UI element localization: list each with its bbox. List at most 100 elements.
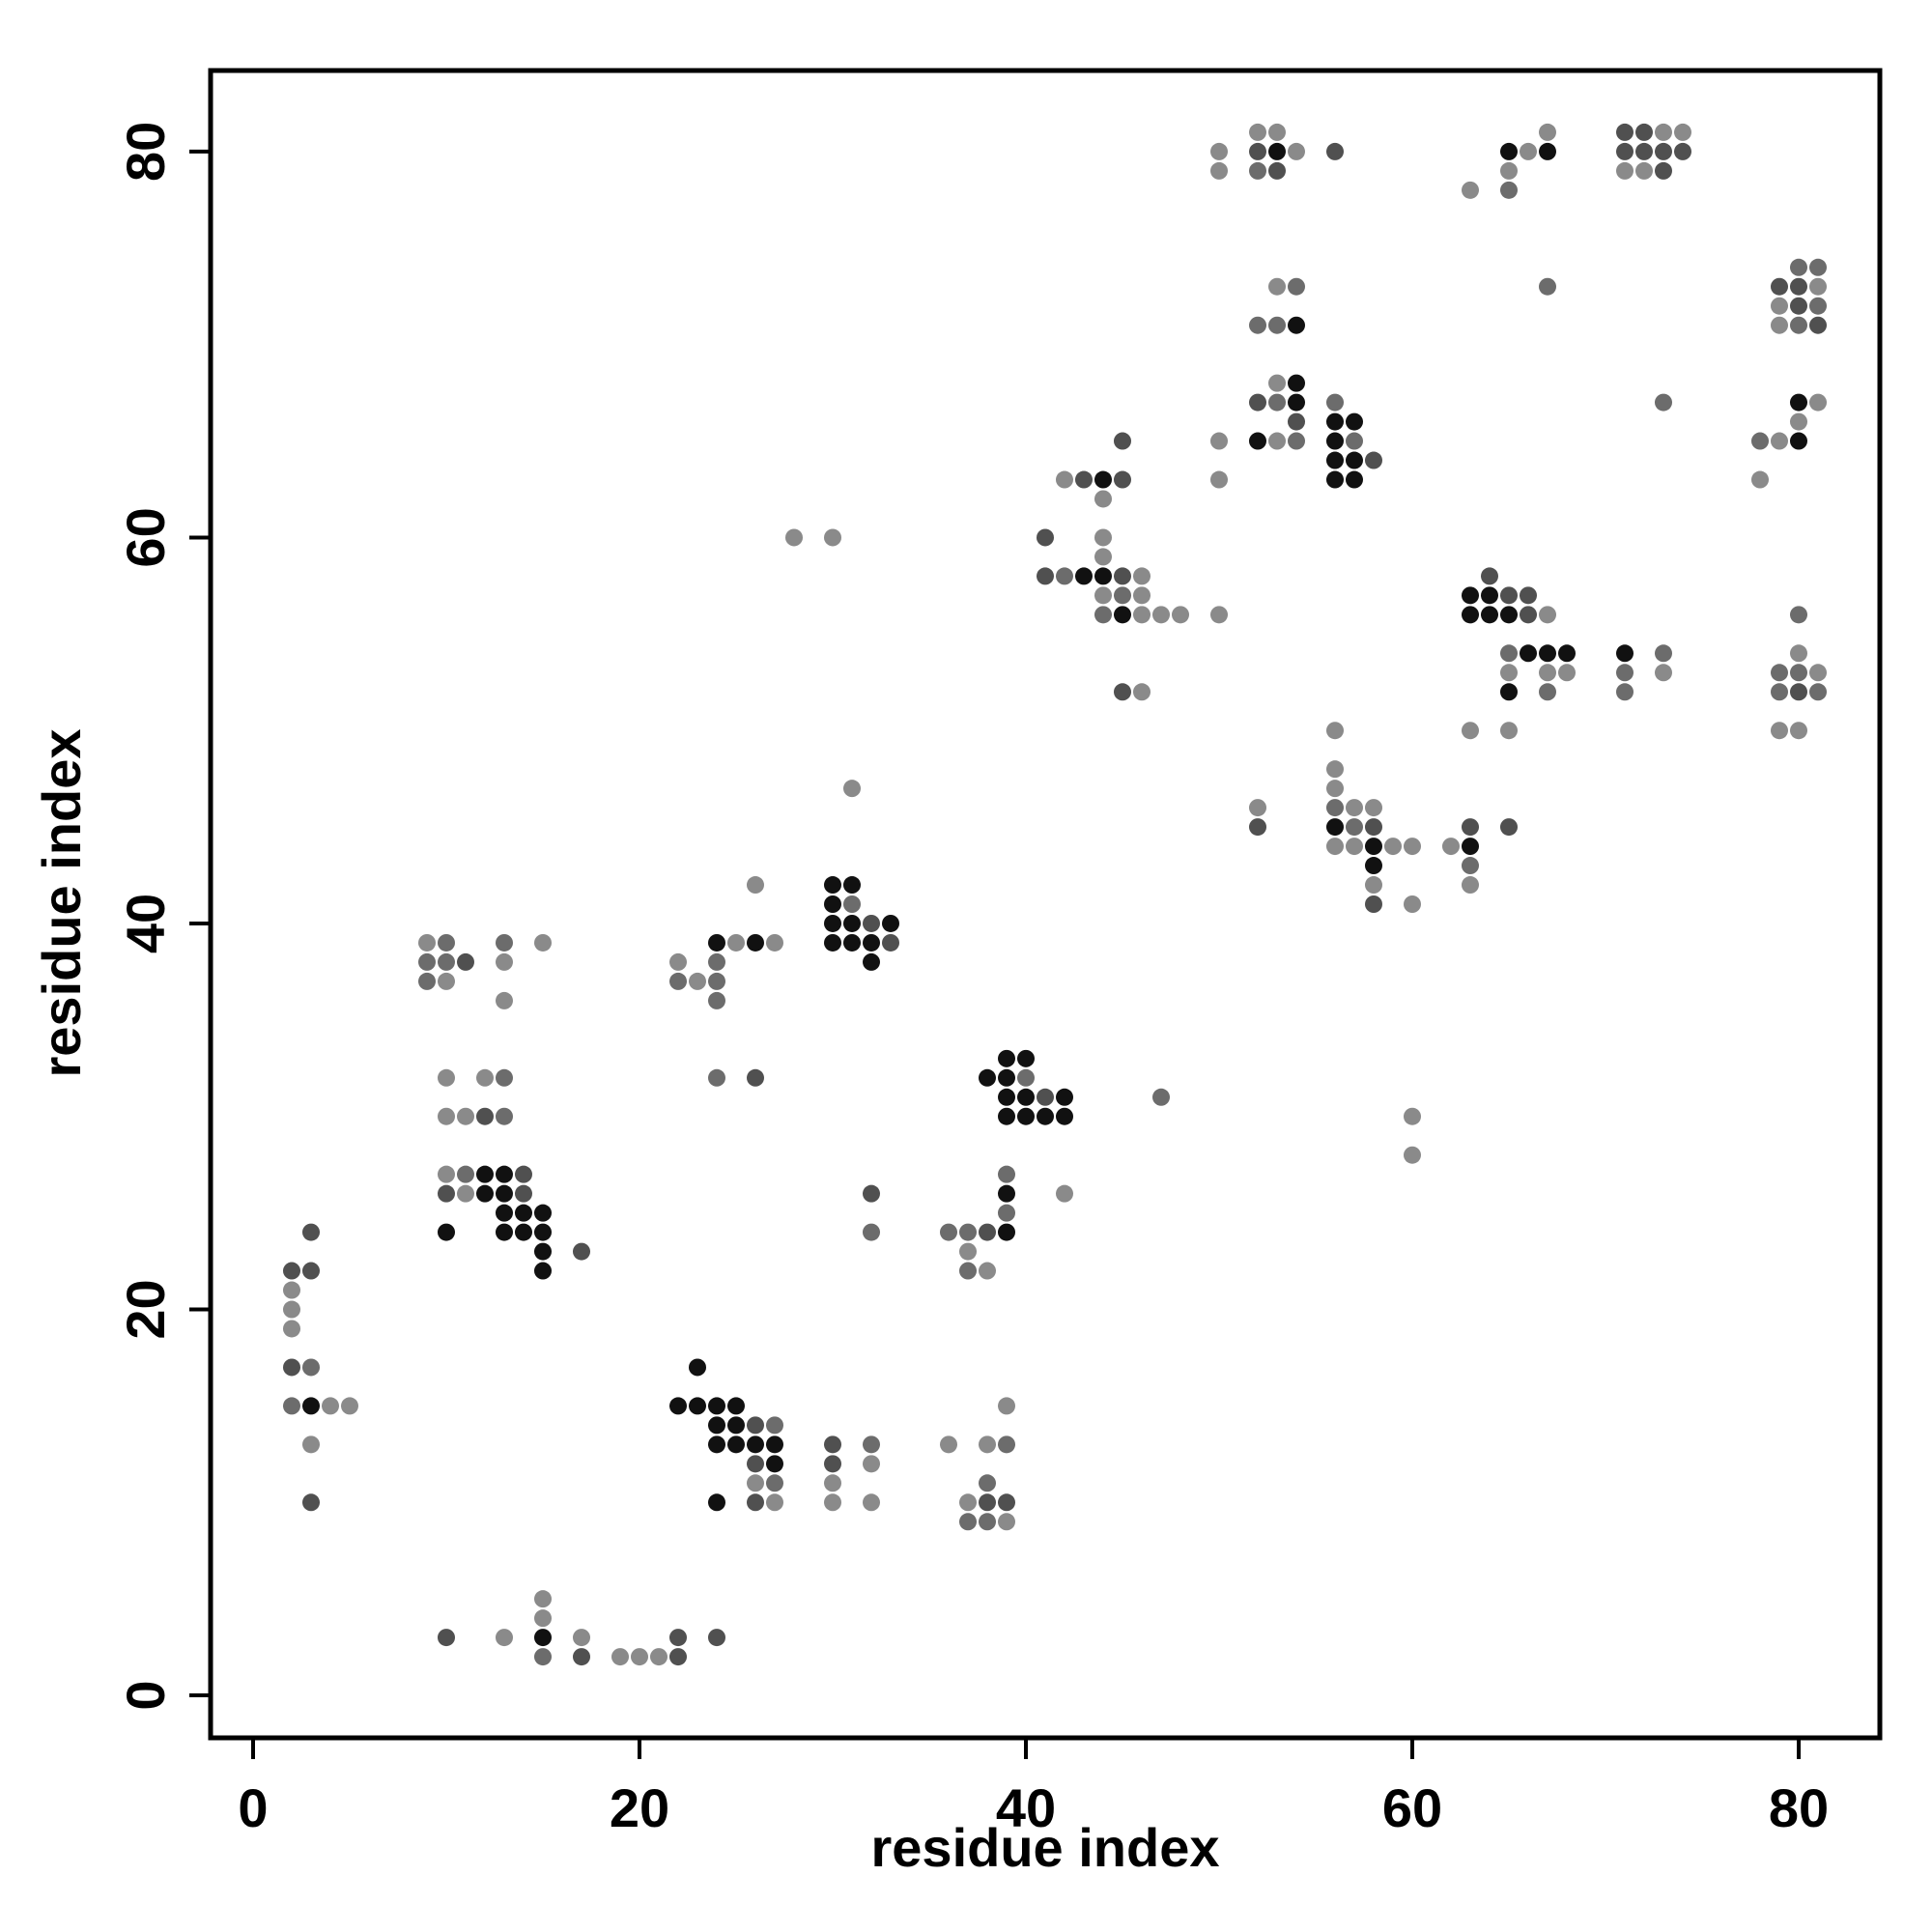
data-point [496, 1204, 513, 1222]
data-point [708, 1416, 725, 1435]
data-point [669, 952, 687, 971]
y-tick-label: 80 [115, 122, 176, 182]
data-point [979, 1493, 996, 1512]
data-point [1326, 432, 1344, 450]
data-point [1326, 780, 1344, 798]
data-point [1210, 606, 1228, 624]
data-point [1365, 838, 1382, 856]
data-point [1268, 393, 1286, 412]
data-point [573, 1648, 590, 1666]
data-point [496, 1107, 513, 1125]
data-point [322, 1397, 339, 1415]
data-point [1500, 683, 1518, 701]
data-point [534, 933, 552, 952]
data-point [1326, 799, 1344, 817]
data-point [708, 1068, 725, 1087]
data-point [1462, 606, 1479, 624]
data-point [979, 1435, 996, 1454]
data-point [1790, 393, 1807, 412]
data-point [766, 1435, 783, 1454]
data-point [1655, 393, 1672, 412]
data-point [998, 1435, 1015, 1454]
data-point [863, 1184, 880, 1203]
data-point [1288, 432, 1305, 450]
data-point [1539, 606, 1556, 624]
data-point [1152, 1088, 1170, 1106]
data-point [727, 1416, 745, 1435]
data-point [1616, 664, 1634, 682]
data-point [1210, 161, 1228, 180]
data-point [1172, 606, 1189, 624]
data-point [283, 1300, 300, 1319]
data-point [573, 1629, 590, 1647]
data-point [1017, 1088, 1035, 1106]
data-point [708, 991, 725, 1009]
data-point [1809, 664, 1827, 682]
data-point [1133, 586, 1151, 605]
data-point [438, 1223, 455, 1241]
data-point [1268, 277, 1286, 296]
data-point [766, 1416, 783, 1435]
data-point [1346, 838, 1363, 856]
data-point [1346, 818, 1363, 837]
data-point [1771, 297, 1788, 315]
data-point [534, 1262, 552, 1280]
data-point [1288, 374, 1305, 392]
data-point [1094, 567, 1112, 585]
data-point [1790, 722, 1807, 740]
data-point [998, 1068, 1015, 1087]
data-point [1384, 838, 1402, 856]
data-point [843, 895, 861, 913]
data-point [1751, 432, 1769, 450]
data-point [863, 1493, 880, 1512]
data-point [1404, 1146, 1421, 1164]
data-point [1114, 470, 1131, 489]
data-point [959, 1513, 977, 1531]
y-tick-label: 20 [115, 1279, 176, 1339]
data-point [1114, 432, 1131, 450]
data-point [1249, 316, 1266, 334]
data-point [843, 876, 861, 895]
data-point [998, 1165, 1015, 1183]
data-point [1616, 123, 1634, 141]
data-point [438, 972, 455, 990]
data-point [438, 1629, 455, 1647]
data-point [1500, 664, 1518, 682]
data-point [959, 1493, 977, 1512]
data-point [843, 914, 861, 932]
data-point [998, 1493, 1015, 1512]
x-axis: 0 20 40 60 80 [238, 1738, 1829, 1838]
data-point [689, 972, 706, 990]
data-point [438, 933, 455, 952]
data-point [1056, 1184, 1073, 1203]
data-point [1655, 123, 1672, 141]
y-axis-label: residue index [31, 728, 92, 1077]
data-point [1133, 567, 1151, 585]
data-point [1249, 818, 1266, 837]
data-point [1500, 586, 1518, 605]
data-point [1790, 664, 1807, 682]
data-point [998, 1204, 1015, 1222]
data-point [283, 1358, 300, 1377]
data-point [882, 933, 899, 952]
data-point [863, 952, 880, 971]
data-point [747, 1474, 764, 1492]
data-point [515, 1204, 532, 1222]
data-point [863, 933, 880, 952]
data-point [515, 1184, 532, 1203]
data-point [1616, 683, 1634, 701]
data-point [1326, 760, 1344, 779]
data-point [1346, 412, 1363, 431]
data-point [1210, 470, 1228, 489]
data-point [1442, 838, 1460, 856]
data-point [1365, 895, 1382, 913]
data-point [1133, 606, 1151, 624]
data-point [515, 1223, 532, 1241]
data-point [1655, 142, 1672, 160]
data-point [979, 1513, 996, 1531]
data-point [998, 1223, 1015, 1241]
data-point [534, 1204, 552, 1222]
data-point [1809, 258, 1827, 276]
data-point [1462, 722, 1479, 740]
y-axis: 0 20 40 60 80 [115, 122, 211, 1711]
